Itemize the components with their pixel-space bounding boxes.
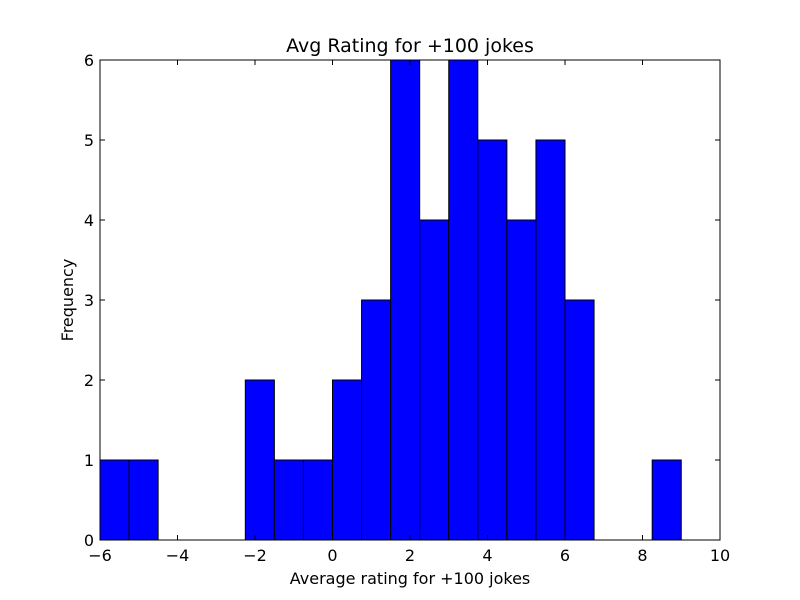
y-tick-label: 1 <box>84 451 94 470</box>
x-tick-label: 0 <box>327 546 337 565</box>
x-tick-label: 8 <box>637 546 647 565</box>
histogram-bar <box>332 379 363 541</box>
chart-title: Avg Rating for +100 jokes <box>286 35 534 57</box>
x-axis-label: Average rating for +100 jokes <box>290 569 531 588</box>
histogram-bar <box>128 459 159 541</box>
y-axis-label: Frequency <box>58 259 77 342</box>
y-tick-label: 6 <box>84 51 94 70</box>
y-tick-label: 0 <box>84 531 94 550</box>
plot-frame <box>99 59 721 541</box>
histogram-bar <box>390 59 421 541</box>
x-tick-label: 6 <box>560 546 570 565</box>
histogram-bar <box>302 459 333 541</box>
x-tick-label: −2 <box>243 546 267 565</box>
x-tick-label: −4 <box>166 546 190 565</box>
y-tick-label: 3 <box>84 291 94 310</box>
histogram-bar <box>419 219 450 541</box>
x-tick-label: 2 <box>405 546 415 565</box>
x-tick-label: 10 <box>710 546 730 565</box>
x-tick-label: 4 <box>482 546 492 565</box>
histogram-bar <box>651 459 682 541</box>
histogram-bar <box>535 139 566 541</box>
histogram-bar <box>477 139 508 541</box>
histogram-bar <box>564 299 595 541</box>
y-tick-label: 5 <box>84 131 94 150</box>
histogram-bar <box>99 459 130 541</box>
y-tick-label: 2 <box>84 371 94 390</box>
histogram-bar <box>361 299 392 541</box>
histogram-bar <box>273 459 304 541</box>
tick-labels-layer: −6 −4 −2 0 2 4 6 8 10 0 1 2 3 4 5 6 <box>84 51 730 565</box>
y-tick-label: 4 <box>84 211 94 230</box>
histogram-bar <box>244 379 275 541</box>
histogram-bar <box>448 59 479 541</box>
histogram-bar <box>506 219 537 541</box>
bars-layer <box>99 59 682 541</box>
x-tick-label: −6 <box>88 546 112 565</box>
